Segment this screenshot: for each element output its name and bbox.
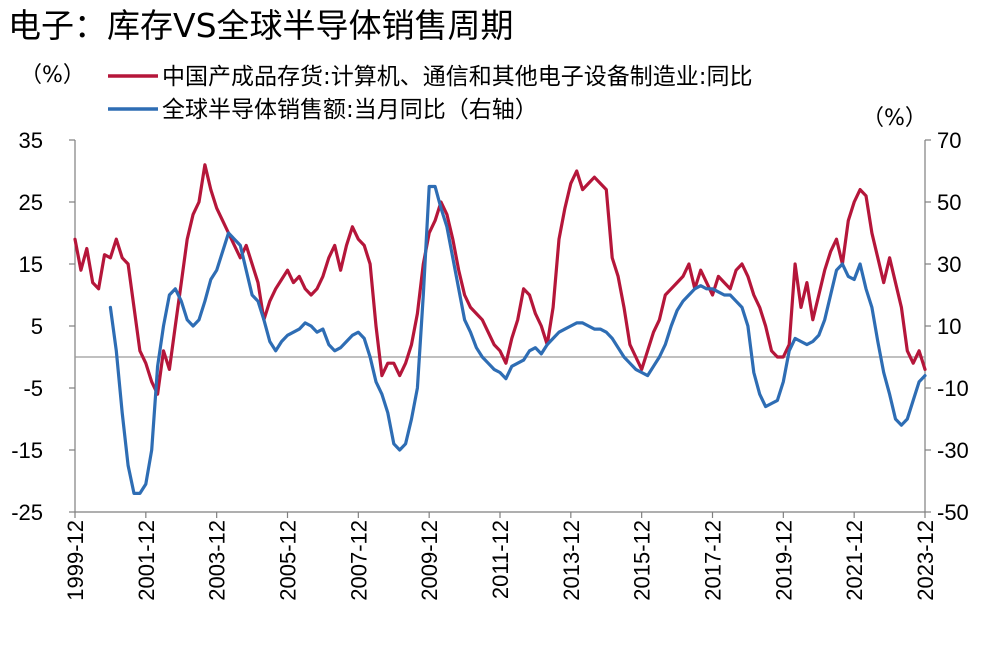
x-tick-label: 2023-12 [913,520,938,601]
right-axis-unit: （%） [862,106,927,131]
x-tick-label: 2005-12 [276,520,301,601]
chart-title: 电子：库存VS全球半导体销售周期 [8,6,514,45]
x-tick-label: 2017-12 [701,520,726,601]
left-axis-ticks: 35 25 15 5 -5 -15 -25 [11,128,75,525]
x-tick-label: 2019-12 [771,520,796,601]
x-tick-label: 2003-12 [205,520,230,601]
legend-label-inventory: 中国产成品存货:计算机、通信和其他电子设备制造业:同比 [162,64,753,90]
right-axis-ticks: 70 50 30 10 -10 -30 -50 [925,128,969,525]
x-tick-label: 2009-12 [417,520,442,601]
x-tick-label: 1999-12 [63,520,88,601]
x-tick-label: 2013-12 [559,520,584,601]
legend: 中国产成品存货:计算机、通信和其他电子设备制造业:同比 全球半导体销售额:当月同… [108,64,753,123]
left-tick-label: -15 [11,438,43,463]
x-tick-label: 2007-12 [346,520,371,601]
left-tick-label: 25 [19,190,43,215]
left-tick-label: -5 [23,376,43,401]
right-tick-label: 30 [937,252,961,277]
left-tick-label: 15 [19,252,43,277]
left-tick-label: 5 [31,314,43,339]
x-tick-label: 2001-12 [134,520,159,601]
right-tick-label: -50 [937,500,969,525]
right-tick-label: 70 [937,128,961,153]
left-tick-label: -25 [11,500,43,525]
x-tick-label: 2021-12 [842,520,867,601]
left-tick-label: 35 [19,128,43,153]
x-tick-label: 2011-12 [488,520,513,599]
left-axis-unit: （%） [20,63,85,88]
x-tick-label: 2015-12 [630,520,655,601]
right-tick-label: 10 [937,314,961,339]
legend-label-semiconductor: 全球半导体销售额:当月同比（右轴） [162,97,538,123]
series-line-semiconductor [108,184,927,495]
series-group [73,163,927,495]
right-tick-label: -10 [937,376,969,401]
right-tick-label: -30 [937,438,969,463]
axes [74,140,926,513]
x-axis-ticks: 1999-12 2001-12 2003-12 2005-12 2007-12 2009-… [63,512,938,601]
series-line-inventory [73,163,927,396]
right-tick-label: 50 [937,190,961,215]
